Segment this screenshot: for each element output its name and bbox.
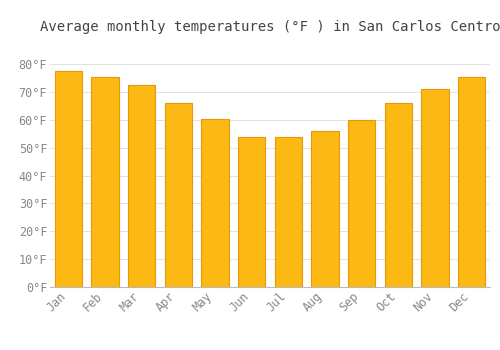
Bar <box>311 131 339 287</box>
Bar <box>164 103 192 287</box>
Bar <box>348 120 376 287</box>
Title: Average monthly temperatures (°F ) in San Carlos Centro: Average monthly temperatures (°F ) in Sa… <box>40 20 500 34</box>
Bar <box>421 89 448 287</box>
Bar <box>54 71 82 287</box>
Bar <box>384 103 412 287</box>
Bar <box>91 77 119 287</box>
Bar <box>274 136 302 287</box>
Bar <box>128 85 156 287</box>
Bar <box>201 119 229 287</box>
Bar <box>458 77 485 287</box>
Bar <box>238 136 266 287</box>
